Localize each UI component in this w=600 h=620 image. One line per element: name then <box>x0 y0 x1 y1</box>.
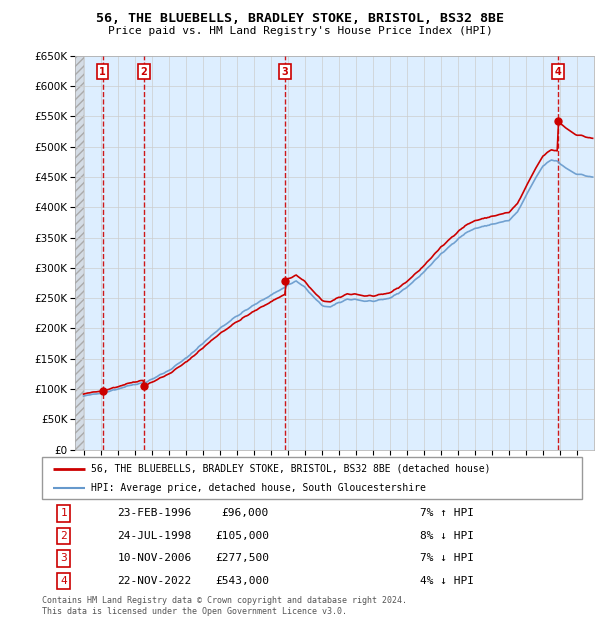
Text: 24-JUL-1998: 24-JUL-1998 <box>118 531 192 541</box>
Text: 56, THE BLUEBELLS, BRADLEY STOKE, BRISTOL, BS32 8BE (detached house): 56, THE BLUEBELLS, BRADLEY STOKE, BRISTO… <box>91 464 490 474</box>
Text: HPI: Average price, detached house, South Gloucestershire: HPI: Average price, detached house, Sout… <box>91 483 425 493</box>
Text: Price paid vs. HM Land Registry's House Price Index (HPI): Price paid vs. HM Land Registry's House … <box>107 26 493 36</box>
Text: 7% ↓ HPI: 7% ↓ HPI <box>420 554 474 564</box>
Text: 1: 1 <box>60 508 67 518</box>
Text: 2: 2 <box>141 66 148 76</box>
Text: 2: 2 <box>60 531 67 541</box>
Text: 3: 3 <box>60 554 67 564</box>
Text: £543,000: £543,000 <box>215 576 269 586</box>
Text: £105,000: £105,000 <box>215 531 269 541</box>
Text: 56, THE BLUEBELLS, BRADLEY STOKE, BRISTOL, BS32 8BE: 56, THE BLUEBELLS, BRADLEY STOKE, BRISTO… <box>96 12 504 25</box>
Text: 3: 3 <box>282 66 289 76</box>
Text: 4: 4 <box>60 576 67 586</box>
Text: £96,000: £96,000 <box>221 508 269 518</box>
Text: 22-NOV-2022: 22-NOV-2022 <box>118 576 192 586</box>
Text: 23-FEB-1996: 23-FEB-1996 <box>118 508 192 518</box>
FancyBboxPatch shape <box>42 457 582 499</box>
Text: 10-NOV-2006: 10-NOV-2006 <box>118 554 192 564</box>
Text: 8% ↓ HPI: 8% ↓ HPI <box>420 531 474 541</box>
Text: £277,500: £277,500 <box>215 554 269 564</box>
Text: 7% ↑ HPI: 7% ↑ HPI <box>420 508 474 518</box>
Text: Contains HM Land Registry data © Crown copyright and database right 2024.
This d: Contains HM Land Registry data © Crown c… <box>42 596 407 616</box>
Bar <box>75 56 83 450</box>
Text: 4% ↓ HPI: 4% ↓ HPI <box>420 576 474 586</box>
Bar <box>75 56 83 450</box>
Text: 1: 1 <box>99 66 106 76</box>
Text: 4: 4 <box>554 66 562 76</box>
